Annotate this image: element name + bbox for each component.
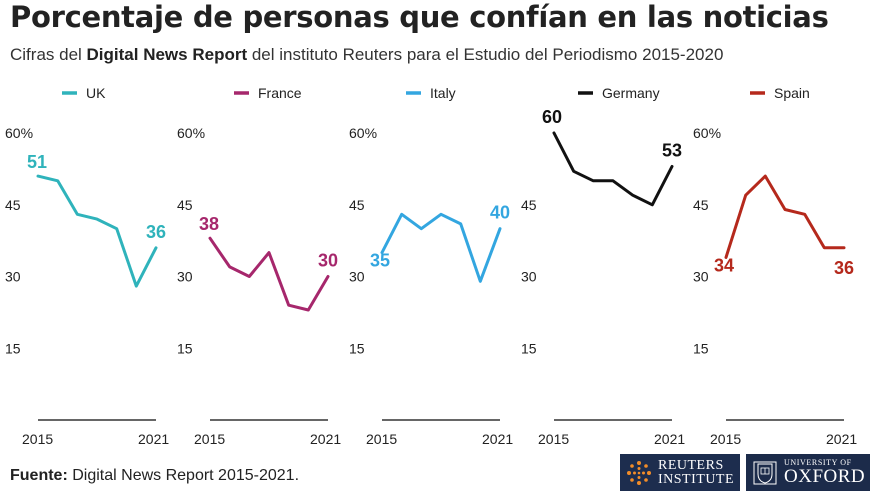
- legend-label-germany: Germany: [602, 85, 660, 101]
- x-tick-label-italy-first: 2015: [366, 431, 397, 447]
- y-tick-label-italy-15: 15: [349, 340, 365, 356]
- x-tick-label-uk-first: 2015: [22, 431, 53, 447]
- y-tick-label-france-30: 30: [177, 269, 193, 285]
- x-tick-label-uk-last: 2021: [138, 431, 169, 447]
- x-tick-label-spain-last: 2021: [826, 431, 857, 447]
- series-line-france: [208, 236, 330, 312]
- oxford-crest-icon: [753, 461, 777, 484]
- data-label-last-spain: 36: [834, 258, 854, 278]
- subtitle-bold: Digital News Report: [86, 45, 248, 64]
- data-label-first-spain: 34: [714, 255, 734, 275]
- reuters-dots-icon: [627, 460, 651, 485]
- oxford-logo: UNIVERSITY OF OXFORD: [746, 454, 870, 491]
- data-label-last-france: 30: [318, 251, 338, 271]
- legend-label-italy: Italy: [430, 85, 456, 101]
- y-tick-label-spain-45: 45: [693, 197, 709, 213]
- reuters-institute-logo: REUTERS INSTITUTE: [620, 454, 740, 491]
- x-tick-label-italy-last: 2021: [482, 431, 513, 447]
- source-label: Fuente:: [10, 467, 68, 484]
- subtitle-before: Cifras del: [10, 45, 87, 64]
- data-label-last-italy: 40: [490, 203, 510, 223]
- chart-subtitle: Cifras del Digital News Report del insti…: [10, 45, 723, 65]
- x-tick-label-germany-last: 2021: [654, 431, 685, 447]
- y-tick-label-italy-45: 45: [349, 197, 365, 213]
- data-label-last-uk: 36: [146, 222, 166, 242]
- data-label-first-germany: 60: [542, 107, 562, 127]
- legend-label-uk: UK: [86, 85, 106, 101]
- data-label-first-uk: 51: [27, 152, 47, 172]
- x-tick-label-germany-first: 2015: [538, 431, 569, 447]
- y-tick-label-france-45: 45: [177, 197, 193, 213]
- chart-title: Porcentaje de personas que confían en la…: [10, 0, 829, 34]
- x-tick-label-france-last: 2021: [310, 431, 341, 447]
- oxford-line1: UNIVERSITY OF: [784, 458, 852, 467]
- source-text: Digital News Report 2015-2021.: [67, 467, 300, 484]
- legend-label-france: France: [258, 85, 302, 101]
- data-label-first-italy: 35: [370, 251, 390, 271]
- y-tick-label-spain-60: 60%: [693, 125, 721, 141]
- y-tick-label-germany-30: 30: [521, 269, 537, 285]
- oxford-line2: OXFORD: [784, 466, 866, 487]
- y-tick-label-spain-30: 30: [693, 269, 709, 285]
- y-tick-label-italy-60: 60%: [349, 125, 377, 141]
- y-tick-label-france-15: 15: [177, 340, 193, 356]
- y-tick-label-germany-45: 45: [521, 197, 537, 213]
- reuters-line1: REUTERS: [658, 457, 724, 473]
- y-tick-label-france-60: 60%: [177, 125, 205, 141]
- x-tick-label-spain-first: 2015: [710, 431, 741, 447]
- source-note: Fuente: Digital News Report 2015-2021.: [10, 467, 299, 485]
- subtitle-after: del instituto Reuters para el Estudio de…: [247, 45, 724, 64]
- y-tick-label-spain-15: 15: [693, 340, 709, 356]
- series-line-spain: [724, 174, 846, 259]
- series-line-germany: [552, 131, 674, 207]
- data-label-last-germany: 53: [662, 140, 682, 160]
- y-tick-label-germany-15: 15: [521, 340, 537, 356]
- y-tick-label-italy-30: 30: [349, 269, 365, 285]
- y-tick-label-uk-15: 15: [5, 340, 21, 356]
- legend-label-spain: Spain: [774, 85, 810, 101]
- series-line-uk: [36, 174, 158, 288]
- small-multiples-chart: UK 60% 45 30 15 2015 2021 51 36 France 60% 45 30 15 20…: [5, 85, 857, 447]
- y-tick-label-uk-60: 60%: [5, 125, 33, 141]
- series-line-italy: [380, 212, 502, 283]
- y-tick-label-uk-30: 30: [5, 269, 21, 285]
- x-tick-label-france-first: 2015: [194, 431, 225, 447]
- data-label-first-france: 38: [199, 214, 219, 234]
- reuters-line2: INSTITUTE: [658, 471, 735, 487]
- y-tick-label-uk-45: 45: [5, 197, 21, 213]
